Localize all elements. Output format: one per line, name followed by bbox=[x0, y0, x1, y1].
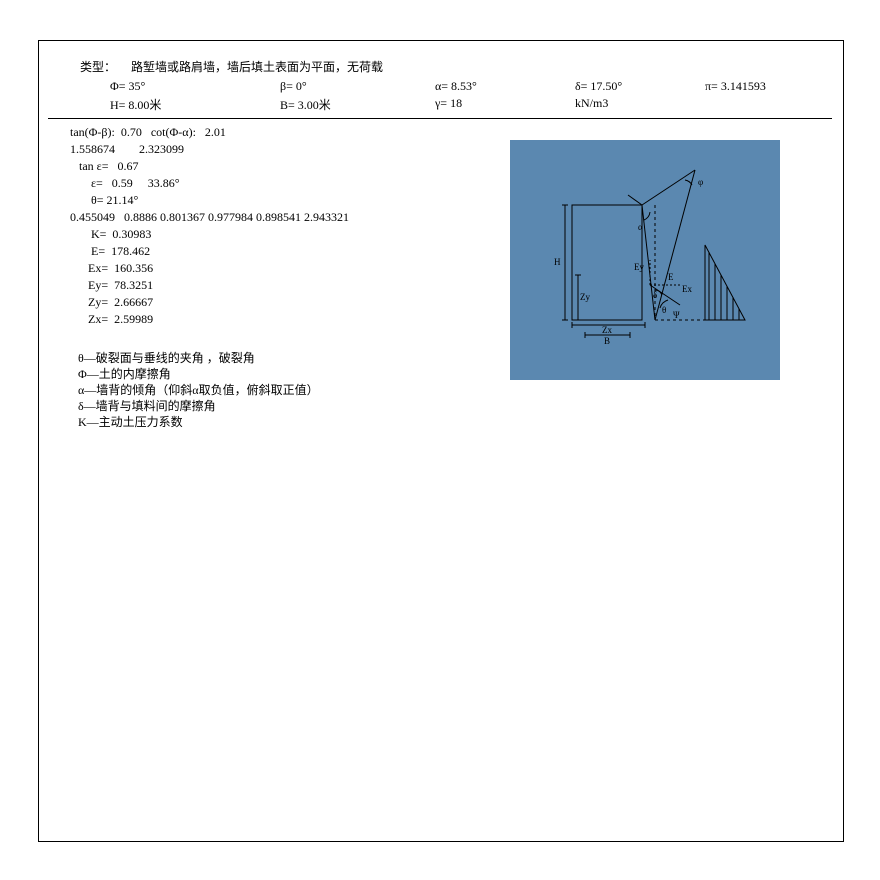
pressure-triangle bbox=[705, 245, 745, 320]
param-B: B= 3.00米 bbox=[280, 96, 435, 113]
legend-line: δ—墙背与填料间的摩擦角 bbox=[78, 398, 319, 414]
label-delta: δ bbox=[653, 290, 657, 300]
diagram-svg: H Zy Zx B α Ey E Ex δ θ Ψ φ bbox=[510, 140, 780, 380]
param-pi: π= 3.141593 bbox=[705, 79, 766, 94]
calc-line: Zy= 2.66667 bbox=[70, 294, 349, 311]
calc-line: E= 178.462 bbox=[70, 243, 349, 260]
label-Ex: Ex bbox=[682, 284, 692, 294]
legend: θ—破裂面与垂线的夹角 ，破裂角 Φ—土的内摩擦角 α—墙背的倾角（仰斜α取负值… bbox=[78, 350, 319, 430]
calc-line: tan(Φ-β): 0.70 cot(Φ-α): 2.01 bbox=[70, 124, 349, 141]
param-phi: Φ= 35° bbox=[110, 79, 280, 94]
label-psi: Ψ bbox=[673, 310, 680, 320]
label-Ey: Ey bbox=[634, 262, 644, 272]
calc-line: ε= 0.59 33.86° bbox=[70, 175, 349, 192]
param-beta: β= 0° bbox=[280, 79, 435, 94]
label-B: B bbox=[604, 336, 610, 346]
calc-line: Ex= 160.356 bbox=[70, 260, 349, 277]
legend-line: Φ—土的内摩擦角 bbox=[78, 366, 319, 382]
diagram: H Zy Zx B α Ey E Ex δ θ Ψ φ bbox=[510, 140, 780, 380]
type-label: 类型： bbox=[80, 60, 116, 74]
label-phi-top: φ bbox=[698, 177, 703, 187]
calc-line: 0.455049 0.8886 0.801367 0.977984 0.8985… bbox=[70, 209, 349, 226]
params-row-1: Φ= 35° β= 0° α= 8.53° δ= 17.50° π= 3.141… bbox=[80, 79, 800, 94]
param-gamma-unit: kN/m3 bbox=[575, 96, 608, 113]
param-H: H= 8.00米 bbox=[110, 96, 280, 113]
legend-line: K—主动土压力系数 bbox=[78, 414, 319, 430]
calc-line: 1.558674 2.323099 bbox=[70, 141, 349, 158]
arc-alpha bbox=[644, 212, 650, 220]
calc-line: θ= 21.14° bbox=[70, 192, 349, 209]
label-H: H bbox=[554, 257, 561, 267]
param-alpha: α= 8.53° bbox=[435, 79, 575, 94]
label-Zx: Zx bbox=[602, 325, 612, 335]
param-gamma: γ= 18 bbox=[435, 96, 575, 113]
calc-line: Ey= 78.3251 bbox=[70, 277, 349, 294]
calc-line: tan ε= 0.67 bbox=[70, 158, 349, 175]
arc-phi bbox=[685, 180, 692, 185]
calculations: tan(Φ-β): 0.70 cot(Φ-α): 2.01 1.558674 2… bbox=[70, 124, 349, 328]
label-alpha: α bbox=[638, 222, 643, 232]
label-E: E bbox=[668, 272, 674, 282]
label-Zy: Zy bbox=[580, 292, 590, 302]
params-row-2: H= 8.00米 B= 3.00米 γ= 18 kN/m3 bbox=[80, 96, 800, 113]
calc-line: K= 0.30983 bbox=[70, 226, 349, 243]
legend-line: α—墙背的倾角（仰斜α取负值，俯斜取正值） bbox=[78, 382, 319, 398]
type-row: 类型： 路堑墙或路肩墙，墙后填土表面为平面，无荷载 bbox=[80, 58, 800, 75]
label-theta: θ bbox=[662, 305, 666, 315]
type-value: 路堑墙或路肩墙，墙后填土表面为平面，无荷载 bbox=[131, 60, 383, 74]
legend-line: θ—破裂面与垂线的夹角 ，破裂角 bbox=[78, 350, 319, 366]
divider-line bbox=[48, 118, 832, 119]
wall-rect bbox=[572, 205, 642, 320]
param-delta: δ= 17.50° bbox=[575, 79, 705, 94]
calc-line: Zx= 2.59989 bbox=[70, 311, 349, 328]
